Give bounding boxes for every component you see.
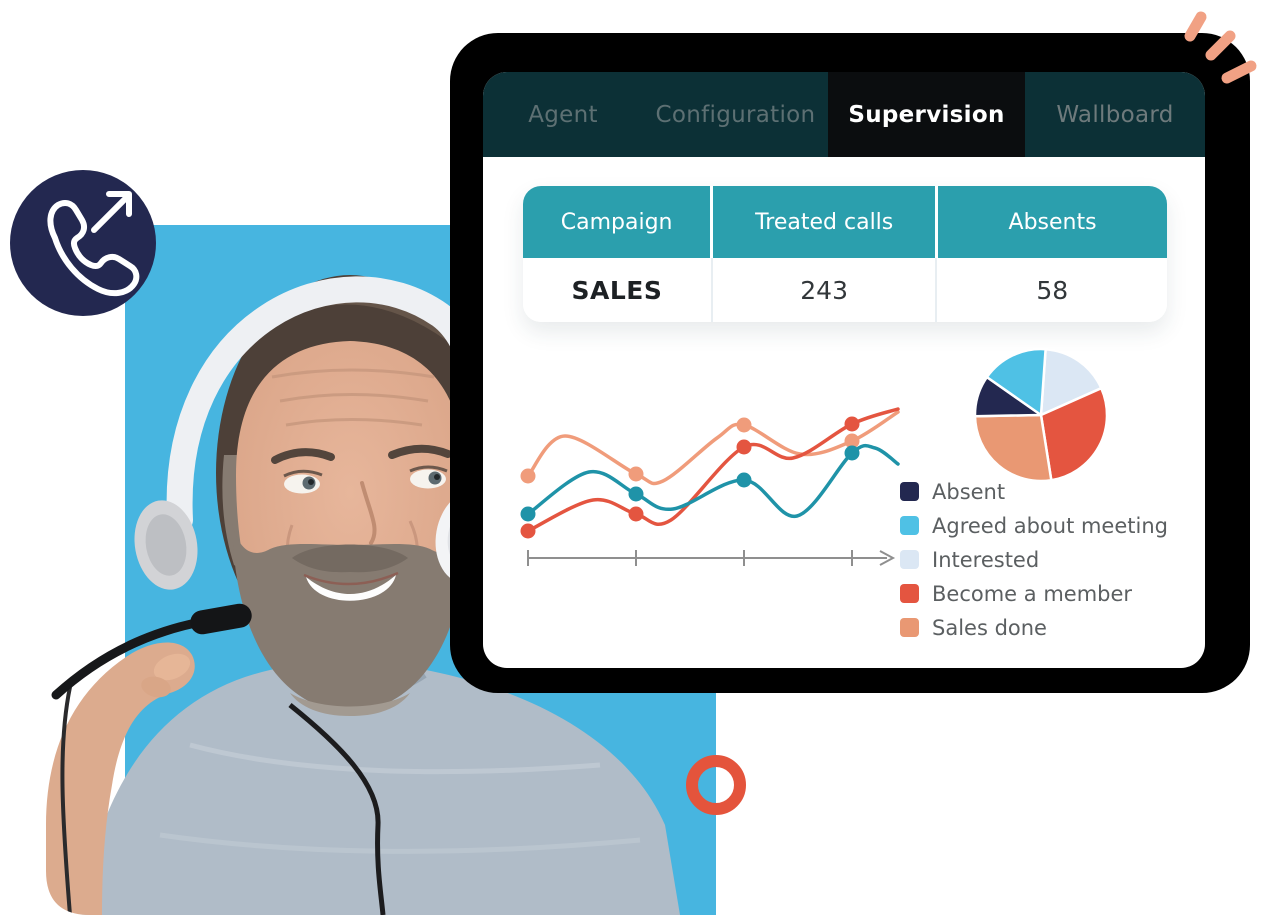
- legend-swatch-member: [900, 584, 919, 603]
- legend-label: Become a member: [932, 581, 1133, 606]
- headset-mic: [190, 603, 252, 635]
- tab-wallboard[interactable]: Wallboard: [1056, 101, 1174, 128]
- tab-configuration[interactable]: Configuration: [655, 101, 816, 128]
- pie-legend: Absent Agreed about meeting Interested B…: [900, 479, 1168, 640]
- legend-label: Absent: [932, 479, 1006, 504]
- table-row: SALES 243 58: [523, 258, 1167, 322]
- headset-mic-boom: [51, 616, 211, 700]
- legend-item-sales-done: Sales done: [900, 615, 1168, 640]
- legend-swatch-absent: [900, 482, 919, 501]
- headset-left-earcup: [134, 500, 198, 590]
- col-header-campaign: Campaign: [523, 186, 714, 258]
- cell-absents: 58: [1036, 275, 1069, 305]
- outcomes-pie-chart: [973, 347, 1109, 483]
- legend-item-agreed-about-meeting: Agreed about meeting: [900, 513, 1168, 538]
- legend-swatch-agreed: [900, 516, 919, 535]
- legend-item-interested: Interested: [900, 547, 1168, 572]
- col-header-absents: Absents: [1008, 209, 1097, 235]
- table-header-row: Campaign Treated calls Absents: [523, 186, 1167, 258]
- legend-label: Sales done: [932, 615, 1047, 640]
- orange-ring-decoration: [686, 755, 746, 815]
- dashboard-tabbar: Agent Configuration Supervision Wallboar…: [483, 72, 1205, 157]
- cell-campaign-name: SALES: [523, 258, 713, 322]
- legend-label: Agreed about meeting: [932, 513, 1168, 538]
- outgoing-call-icon: [10, 170, 156, 316]
- legend-swatch-interested: [900, 550, 919, 569]
- legend-label: Interested: [932, 547, 1040, 572]
- tab-supervision[interactable]: Supervision: [828, 72, 1025, 157]
- campaign-stats-table: Campaign Treated calls Absents SALES 243…: [523, 186, 1167, 322]
- spark-dashes-decoration: [1184, 11, 1257, 84]
- legend-item-absent: Absent: [900, 479, 1168, 504]
- legend-item-become-a-member: Become a member: [900, 581, 1168, 606]
- col-header-treated-calls: Treated calls: [713, 186, 939, 258]
- cell-treated-calls: 243: [713, 258, 938, 322]
- tab-agent[interactable]: Agent: [528, 101, 598, 128]
- supervision-dashboard-card: Agent Configuration Supervision Wallboar…: [483, 72, 1205, 668]
- legend-swatch-sales-done: [900, 618, 919, 637]
- calls-line-chart: [520, 407, 900, 566]
